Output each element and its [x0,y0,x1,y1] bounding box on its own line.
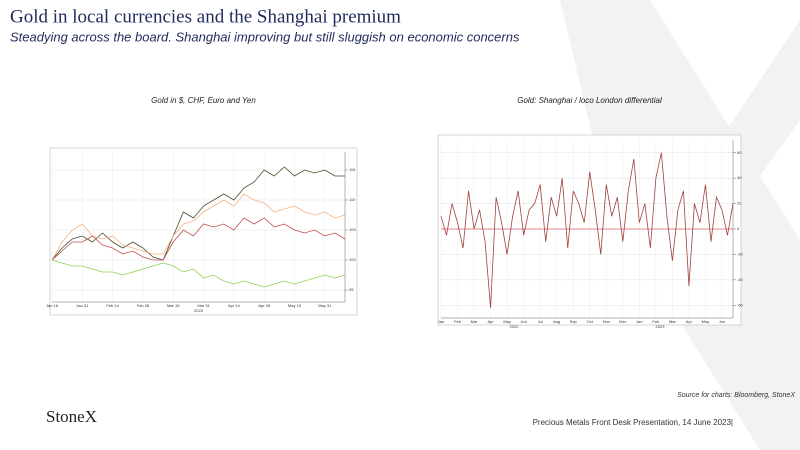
x-tick-label: May [503,319,511,324]
charts: Gold in $, CHF, Euro and Yen 95 100 105 110 1… [46,96,744,329]
x-tick-label: Jan 31 [76,303,89,308]
y-tick-label: 0 [737,226,740,231]
series-line [51,259,346,288]
x-tick-label: Sep [570,319,578,324]
x-tick-label: Feb 14 [106,303,119,308]
slide-subtitle: Steadying across the board. Shanghai imp… [10,29,520,44]
x-tick-label: May 31 [318,303,332,308]
x-group-label: 2023 [656,324,666,329]
x-tick-label: Jun [719,319,725,324]
x-tick-label: Feb 28 [137,303,150,308]
x-tick-label: Jun [520,319,526,324]
chart-title: Gold: Shanghai / loco London differentia… [517,96,662,105]
x-group-label: 2022 [510,324,520,329]
x-tick-label: Apr 28 [258,303,271,308]
x-tick-label: Apr [686,319,693,324]
x-tick-label: Feb [454,319,462,324]
x-tick-label: Jul [538,319,543,324]
x-tick-label: Apr 14 [228,303,241,308]
x-tick-label: Apr [487,319,494,324]
y-tick-label: 20 [737,201,742,206]
chart-title: Gold in $, CHF, Euro and Yen [151,96,256,105]
y-tick-label: 40 [737,175,742,180]
x-tick-label: Feb [652,319,660,324]
x-tick-label: Aug [553,319,560,324]
chart-frame [437,134,742,326]
x-tick-label: Nov [603,319,610,324]
series-line [51,193,346,261]
x-tick-label: Mar [669,319,677,324]
x-tick-label: Jan [438,319,444,324]
x-tick-label: Jan [636,319,642,324]
x-tick-label: Dec [619,319,626,324]
x-tick-label: May [702,319,710,324]
y-tick-label: -20 [737,251,744,256]
y-tick-label: 110 [349,197,356,202]
source-note: Source for charts: Bloomberg, StoneX [677,392,795,399]
x-tick-label: Jan 16 [46,303,59,308]
x-tick-label: Mar 31 [197,303,210,308]
x-tick-label: Oct [587,319,594,324]
series-line [440,152,734,308]
x-tick-label: Mar [471,319,479,324]
x-tick-label: May 15 [288,303,302,308]
x-tick-label: Mar 15 [167,303,180,308]
y-tick-label: 100 [349,257,356,262]
logo: StoneX [46,407,97,426]
slide-title: Gold in local currencies and the Shangha… [10,6,401,27]
footer: Precious Metals Front Desk Presentation,… [533,418,733,427]
x-group-label: 2023 [194,308,204,313]
y-tick-label: 95 [349,287,354,292]
y-tick-label: 115 [349,167,356,172]
series-line [51,217,346,261]
y-tick-label: 105 [349,227,356,232]
y-tick-label: -60 [737,302,744,307]
series-line [51,166,345,261]
y-tick-label: -40 [737,277,744,282]
y-tick-label: 60 [737,150,742,155]
